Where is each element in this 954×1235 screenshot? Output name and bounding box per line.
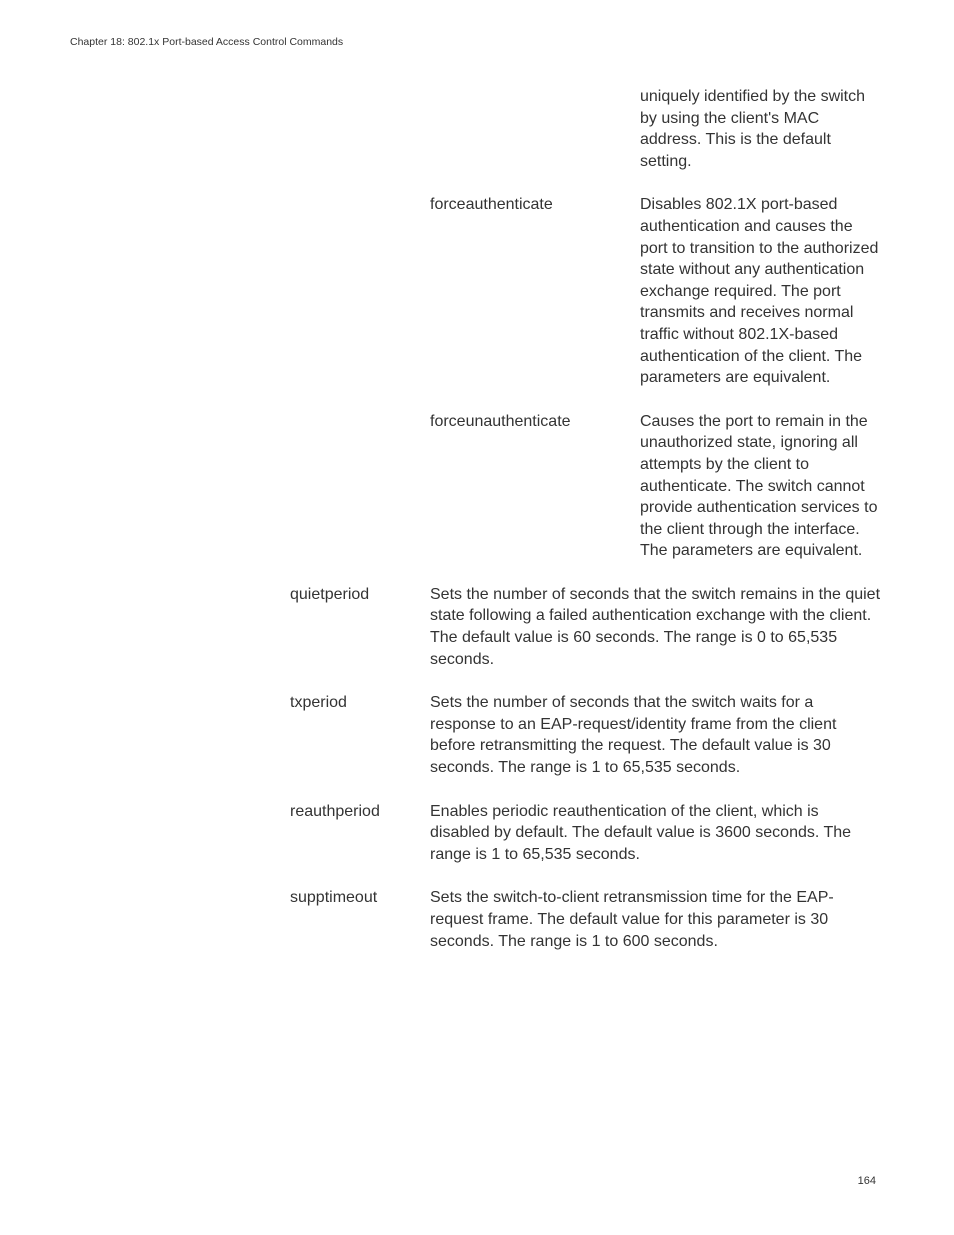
main-param-term: quietperiod — [290, 584, 430, 670]
param-term-empty — [430, 86, 630, 172]
main-param-row: quietperiod Sets the number of seconds t… — [290, 584, 882, 670]
main-param-desc: Sets the number of seconds that the swit… — [430, 584, 882, 670]
sub-param-row: forceauthenticate Disables 802.1X port-b… — [430, 194, 882, 388]
main-param-term: txperiod — [290, 692, 430, 778]
sub-param-desc: Causes the port to remain in the unautho… — [640, 411, 882, 562]
sub-param-term: forceunauthenticate — [430, 411, 630, 562]
main-param-desc: Sets the number of seconds that the swit… — [430, 692, 882, 778]
continuation-text: uniquely identified by the switch by usi… — [640, 86, 882, 172]
continuation-block: uniquely identified by the switch by usi… — [430, 86, 882, 562]
sub-param-row: forceunauthenticate Causes the port to r… — [430, 411, 882, 562]
main-param-term: reauthperiod — [290, 801, 430, 866]
sub-param-desc: Disables 802.1X port-based authenticatio… — [640, 194, 882, 388]
main-param-row: supptimeout Sets the switch-to-client re… — [290, 887, 882, 952]
main-param-row: reauthperiod Enables periodic reauthenti… — [290, 801, 882, 866]
content-area: uniquely identified by the switch by usi… — [290, 86, 882, 974]
page-header: Chapter 18: 802.1x Port-based Access Con… — [70, 36, 343, 48]
main-param-desc: Sets the switch-to-client retransmission… — [430, 887, 882, 952]
main-param-row: txperiod Sets the number of seconds that… — [290, 692, 882, 778]
sub-param-term: forceauthenticate — [430, 194, 630, 388]
page-number: 164 — [858, 1175, 876, 1187]
main-param-term: supptimeout — [290, 887, 430, 952]
main-param-desc: Enables periodic reauthentication of the… — [430, 801, 882, 866]
